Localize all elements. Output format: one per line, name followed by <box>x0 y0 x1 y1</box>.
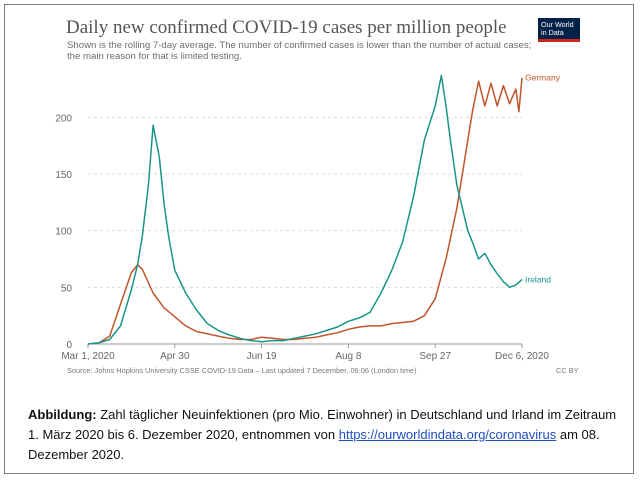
caption-text: Zahl täglicher Neuinfektionen (pro Mio. … <box>28 407 617 442</box>
chart-subtitle: Shown is the rolling 7-day average. The … <box>67 40 532 62</box>
logo-line-1: Our World <box>541 20 574 29</box>
caption-label: Abbildung: <box>28 407 97 422</box>
source-note: Source: Johns Hopkins University CSSE CO… <box>67 366 417 375</box>
series-label-germany: Germany <box>525 73 561 83</box>
x-tick-label: Mar 1, 2020 <box>61 351 115 362</box>
y-tick-label: 0 <box>66 340 72 351</box>
figure-caption: Abbildung: Zahl täglicher Neuinfektionen… <box>28 405 624 465</box>
series-label-ireland: Ireland <box>525 274 551 284</box>
x-tick-label: Dec 6, 2020 <box>495 351 549 362</box>
x-tick-label: Aug 8 <box>335 351 362 362</box>
logo-line-2: in Data <box>541 28 564 37</box>
chart-title: Daily new confirmed COVID-19 cases per m… <box>66 17 507 38</box>
figure-frame <box>4 4 634 474</box>
x-tick-label: Sep 27 <box>419 351 451 362</box>
y-tick-label: 50 <box>61 283 73 294</box>
series-line-ireland <box>87 74 523 345</box>
x-tick-label: Apr 30 <box>160 351 190 362</box>
owid-logo[interactable]: Our World in Data <box>538 18 580 42</box>
caption-link[interactable]: https://ourworldindata.org/coronavirus <box>338 427 557 442</box>
y-tick-label: 200 <box>55 113 72 124</box>
y-tick-label: 150 <box>55 170 72 181</box>
license-label: CC BY <box>556 366 579 375</box>
series-line-germany <box>87 77 523 345</box>
caption-date: am 08. Dezember 2020. <box>28 427 600 462</box>
x-tick-label: Jun 19 <box>247 351 277 362</box>
y-tick-label: 100 <box>55 227 72 238</box>
